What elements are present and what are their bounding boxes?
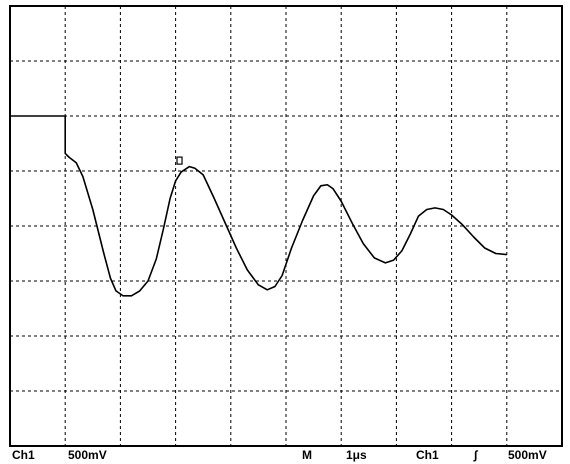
- trigger-slope-icon: ∫: [474, 448, 478, 462]
- timebase-value: 1μs: [346, 448, 367, 462]
- trigger-position-marker: [176, 156, 183, 165]
- graticule-frame: [9, 5, 563, 447]
- channel-scale: 500mV: [68, 448, 107, 462]
- timebase-mode: M: [302, 448, 312, 462]
- status-bar: Ch1 500mV M 1μs Ch1 ∫ 500mV: [0, 446, 570, 464]
- trigger-source: Ch1: [416, 448, 439, 462]
- trigger-level: 500mV: [508, 448, 547, 462]
- waveform-trace-ch1: [10, 115, 507, 297]
- graticule-grid: [10, 6, 562, 446]
- channel-label: Ch1: [12, 448, 35, 462]
